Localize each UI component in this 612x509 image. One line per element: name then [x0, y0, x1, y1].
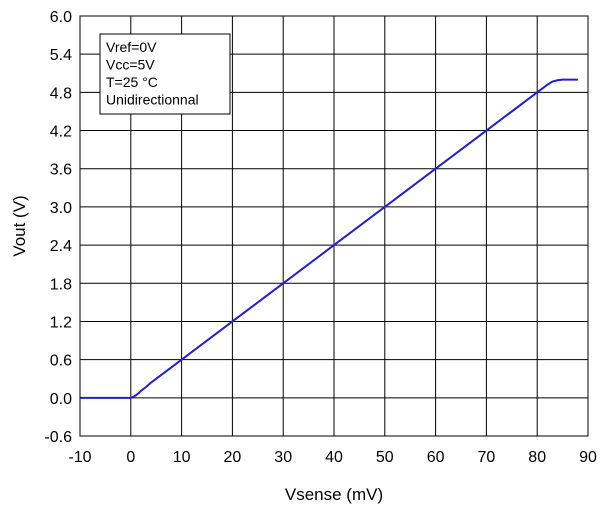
x-tick-labels: -10 0 10 20 30 40 50 60 70 80 90 — [68, 449, 597, 466]
y-tick-label: 1.2 — [50, 314, 72, 331]
y-tick-label: -0.6 — [44, 429, 72, 446]
y-tick-label: 0.0 — [50, 391, 72, 408]
y-tick-label: 1.8 — [50, 276, 72, 293]
x-tick-label: 30 — [274, 449, 292, 466]
x-axis-label: Vsense (mV) — [285, 485, 383, 504]
x-tick-label: 80 — [528, 449, 546, 466]
annotation-line: Vref=0V — [106, 39, 157, 55]
x-tick-label: 90 — [579, 449, 597, 466]
y-axis-label: Vout (V) — [10, 195, 29, 256]
y-tick-label: 6.0 — [50, 9, 72, 26]
annotation-box: Vref=0V Vcc=5VT=25 °C Unidirectionnal — [99, 33, 231, 115]
y-tick-label: 4.2 — [50, 124, 72, 141]
x-tick-label: 20 — [224, 449, 242, 466]
y-tick-label: 3.6 — [50, 162, 72, 179]
annotation-line: Vcc=5V — [106, 57, 155, 73]
series-line — [80, 78, 578, 399]
y-tick-label: 3.0 — [50, 200, 72, 217]
x-tick-label: 70 — [478, 449, 496, 466]
x-tick-label: 40 — [325, 449, 343, 466]
x-tick-label: 10 — [173, 449, 191, 466]
y-tick-label: 2.4 — [50, 238, 72, 255]
x-tick-label: 0 — [126, 449, 135, 466]
x-tick-label: -10 — [68, 449, 91, 466]
y-tick-label: 5.4 — [50, 47, 72, 64]
plot-frame — [79, 15, 589, 437]
y-tick-labels: 6.0 5.4 4.8 4.2 3.6 3.0 2.4 1.8 1.2 0.6 0.0 -0.6 — [44, 9, 72, 446]
x-tick-label: 60 — [427, 449, 445, 466]
x-tick-label: 50 — [376, 449, 394, 466]
annotation-line: Unidirectionnal — [106, 92, 199, 108]
series-group — [80, 78, 578, 399]
annotation-line: T=25 °C — [106, 74, 158, 90]
y-tick-label: 0.6 — [50, 353, 72, 370]
annotation-box-frame — [99, 33, 231, 115]
y-tick-label: 4.8 — [50, 85, 72, 102]
